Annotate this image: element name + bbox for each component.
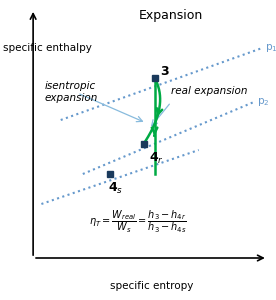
Text: p$_1$: p$_1$: [265, 42, 276, 54]
Text: 3: 3: [160, 65, 169, 78]
Text: p$_2$: p$_2$: [257, 96, 269, 108]
Text: 4$_s$: 4$_s$: [108, 181, 123, 196]
Text: specific entropy: specific entropy: [110, 281, 193, 291]
Text: $\eta_T = \dfrac{W_{real}}{W_s} = \dfrac{h_3 - h_{4r}}{h_3 - h_{4s}}$: $\eta_T = \dfrac{W_{real}}{W_s} = \dfrac…: [89, 209, 187, 235]
Text: isentropic
expansion: isentropic expansion: [44, 81, 97, 103]
Text: Expansion: Expansion: [139, 9, 203, 22]
Text: 4$_r$: 4$_r$: [149, 151, 164, 166]
Text: specific enthalpy: specific enthalpy: [3, 43, 92, 53]
Text: real expansion: real expansion: [171, 86, 248, 96]
